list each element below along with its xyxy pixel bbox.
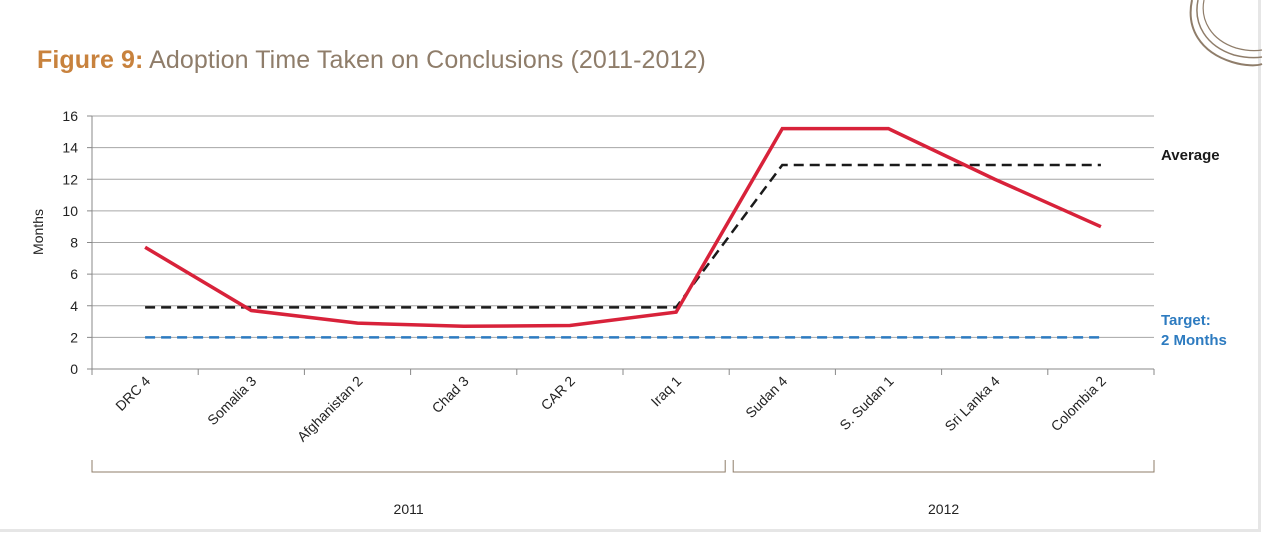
ring-arc-inner bbox=[1202, 0, 1263, 52]
ring-arc-middle bbox=[1196, 0, 1263, 59]
y-tick-label: 14 bbox=[62, 140, 78, 156]
x-tick-label: Afghanistan 2 bbox=[294, 373, 366, 445]
series-labels: Average Target: 2 Months bbox=[1161, 147, 1227, 349]
x-axis-tick-labels: DRC 4 Somalia 3 Afghanistan 2 Chad 3 CAR 2 Ir… bbox=[112, 373, 1109, 445]
series-label-average: Average bbox=[1161, 147, 1220, 164]
x-tick-label: Chad 3 bbox=[429, 373, 472, 416]
series-lines bbox=[144, 126, 1102, 339]
y-tick-label: 6 bbox=[70, 266, 78, 282]
y-tick-label: 10 bbox=[62, 203, 78, 219]
x-tick-label: Sri Lanka 4 bbox=[941, 373, 1003, 435]
x-tick-label: S. Sudan 1 bbox=[836, 373, 896, 433]
group-label: 2012 bbox=[928, 501, 959, 517]
y-tick-label: 2 bbox=[70, 329, 78, 345]
x-tick-label: Sudan 4 bbox=[742, 373, 790, 421]
figure-title-text: Adoption Time Taken on Conclusions (2011… bbox=[149, 46, 706, 74]
y-tick-label: 4 bbox=[70, 298, 78, 314]
series-line bbox=[144, 126, 1102, 329]
x-tick-label: Somalia 3 bbox=[204, 373, 259, 428]
ring-arc-outer bbox=[1189, 0, 1263, 67]
category-groups: 2011 2012 bbox=[91, 460, 1155, 517]
x-tick-label: DRC 4 bbox=[112, 373, 153, 414]
series-label-target-line: 2 Months bbox=[1161, 332, 1227, 349]
y-tick-label: 0 bbox=[70, 361, 78, 377]
y-axis-ticks: 0 2 4 6 8 10 12 14 16 bbox=[62, 108, 92, 377]
x-tick-label: Iraq 1 bbox=[648, 373, 685, 410]
x-axis bbox=[91, 116, 1155, 375]
group-bracket bbox=[732, 460, 1155, 473]
figure-label: Figure 9: bbox=[37, 46, 144, 74]
x-tick-label: Colombia 2 bbox=[1048, 373, 1110, 435]
group-bracket bbox=[91, 460, 726, 473]
y-tick-label: 8 bbox=[70, 235, 78, 251]
y-tick-label: 12 bbox=[62, 171, 78, 187]
series-label-target: Target: 2 Months bbox=[1161, 312, 1227, 349]
figure-title: Figure 9: Adoption Time Taken on Conclus… bbox=[37, 46, 706, 75]
y-axis-label: Months bbox=[30, 209, 46, 255]
grid-lines bbox=[92, 115, 1154, 338]
x-tick-label: CAR 2 bbox=[538, 373, 579, 414]
y-tick-label: 16 bbox=[62, 108, 78, 124]
series-line bbox=[145, 163, 1101, 309]
group-label: 2011 bbox=[394, 501, 424, 517]
series-label-target-line: Target: bbox=[1161, 312, 1211, 329]
